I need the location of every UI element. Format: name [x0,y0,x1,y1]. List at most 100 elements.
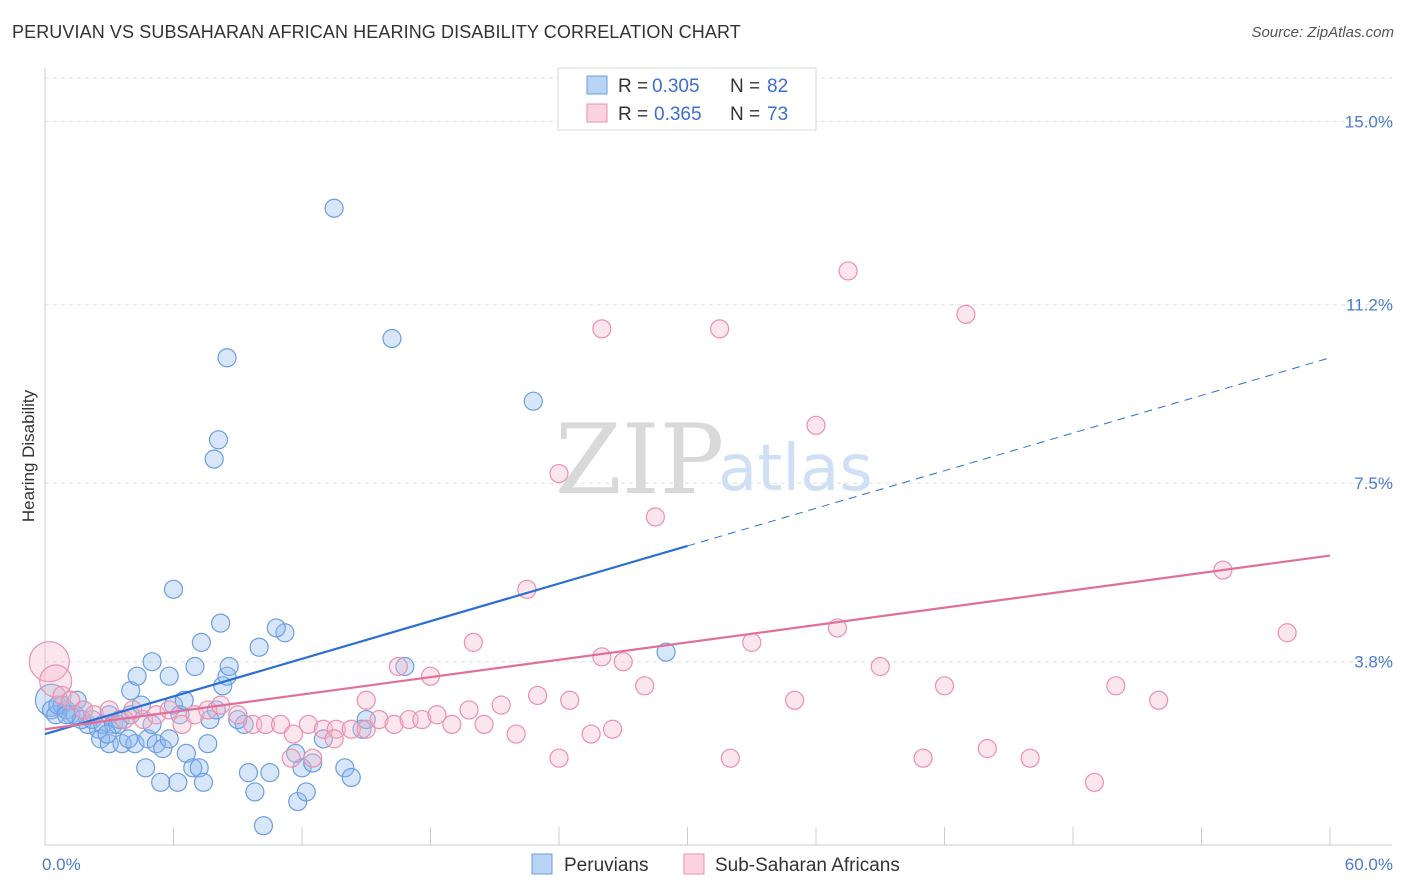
legend-swatch-subsaharan [586,103,608,123]
point-subsaharan-24 [341,719,361,739]
point-subsaharan-35 [506,724,526,744]
point-peruvians-74 [217,348,237,368]
point-subsaharan-56 [1020,748,1040,768]
point-peruvians-43 [159,666,179,686]
point-subsaharan-61 [1277,623,1297,643]
point-subsaharan-14 [198,700,218,720]
point-peruvians-66 [198,734,218,754]
point-subsaharan-32 [459,700,479,720]
point-peruvians-28 [153,738,173,759]
legend-n-label-1: N = [730,76,760,97]
point-peruvians-79 [382,328,402,349]
point-subsaharan-33 [474,714,494,735]
bottom-legend-swatch-peruvians [531,853,553,875]
watermark: ZIP atlas [555,404,873,516]
point-subsaharan-38 [592,647,612,667]
point-peruvians-77 [163,579,184,599]
point-peruvians-60 [335,758,355,778]
point-subsaharan-21 [298,714,319,735]
point-subsaharan-55 [977,738,997,759]
legend: R = 0.305 N = 82 R = 0.365 N = 73 [557,67,817,131]
point-peruvians-48 [211,613,231,633]
y-tick-label-2: 11.2% [1346,296,1393,315]
point-peruvians-69 [136,758,156,778]
point-subsaharan-58 [1106,676,1126,696]
y-tick-label-0: 3.8% [1354,653,1393,672]
legend-n-value-2: 73 [767,104,788,125]
data-points [28,198,1297,836]
trend-lines [44,357,1331,736]
legend-r-value-2: 0.365 [654,104,702,125]
point-subsaharan-72 [324,729,344,749]
point-subsaharan-63 [956,304,976,324]
point-subsaharan-71 [602,719,623,739]
point-peruvians-68 [151,772,171,792]
bottom-legend-label-peruvians: Peruvians [564,855,649,876]
point-peruvians-2 [46,705,66,725]
point-subsaharan-41 [356,690,376,710]
point-peruvians-57 [296,782,316,802]
point-subsaharan-4 [73,700,94,720]
legend-r-label-1: R = [618,76,648,97]
point-peruvians-34 [189,758,209,778]
point-subsaharan-62 [838,261,858,281]
trend-line-subsaharan [44,554,1331,731]
point-peruvians-75 [208,430,229,450]
point-subsaharan-11 [159,700,179,720]
point-peruvians-78 [324,198,344,218]
point-subsaharan-57 [1084,772,1105,792]
point-peruvians-53 [238,763,259,783]
point-subsaharan-20 [283,724,304,744]
point-subsaharan-69 [303,748,323,768]
point-peruvians-41 [127,666,147,686]
y-tick-label-1: 7.5% [1354,474,1393,493]
point-subsaharan-25 [356,719,376,739]
point-subsaharan-12 [172,714,192,735]
point-subsaharan-19 [270,714,291,735]
point-subsaharan-16 [228,705,248,725]
point-peruvians-6 [67,690,87,710]
legend-swatch-peruvians [586,75,608,95]
point-peruvians-44 [174,690,194,710]
point-peruvians-82 [253,816,274,836]
point-peruvians-54 [245,782,265,802]
point-subsaharan-47 [645,507,665,527]
watermark-atlas: atlas [718,432,873,506]
legend-r-value-1: 0.305 [652,76,700,97]
point-peruvians-80 [523,391,543,411]
point-peruvians-33 [183,758,203,778]
point-peruvians-76 [204,449,224,469]
y-tick-label-3: 15.0% [1345,112,1393,131]
point-peruvians-39 [217,666,237,686]
point-peruvians-61 [341,767,361,788]
watermark-zip: ZIP [555,404,724,516]
bottom-legend-label-subsaharan: Sub-Saharan Africans [715,855,900,876]
legend-n-label-2: N = [730,104,760,125]
point-peruvians-47 [219,656,239,677]
point-subsaharan-18 [255,714,276,735]
point-peruvians-29 [159,729,179,749]
point-subsaharan-34 [491,695,511,715]
legend-n-value-1: 82 [767,76,788,97]
point-subsaharan-52 [870,656,890,677]
x-tick-labels: 0.0% 60.0% [42,855,1393,874]
point-subsaharan-30 [427,705,447,725]
point-subsaharan-50 [784,690,805,710]
x-tick-label-1: 60.0% [1345,855,1393,874]
source-label: Source: ZipAtlas.com [1251,24,1394,41]
point-subsaharan-39 [613,652,633,672]
point-peruvians-42 [142,652,162,672]
point-subsaharan-29 [412,709,432,730]
point-subsaharan-44 [463,632,483,652]
point-subsaharan-37 [560,690,580,710]
y-tick-labels: 3.8% 7.5% 11.2% 15.0% [1345,112,1393,671]
legend-r-label-2: R = [618,104,648,125]
point-subsaharan-53 [913,748,933,768]
point-peruvians-65 [228,709,248,730]
point-peruvians-83 [303,753,323,773]
y-axis-label: Hearing Disability [19,389,38,522]
point-subsaharan-40 [635,676,655,696]
chart-title: PERUVIAN VS SUBSAHARAN AFRICAN HEARING D… [12,22,741,42]
point-subsaharan-27 [384,714,404,735]
point-subsaharan-59 [1149,690,1169,710]
